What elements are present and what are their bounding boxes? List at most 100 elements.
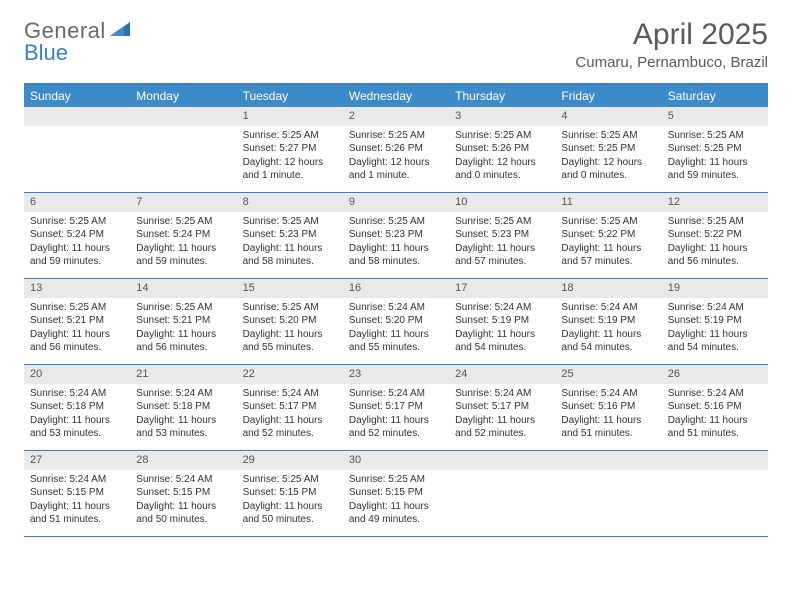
day-body: Sunrise: 5:25 AMSunset: 5:20 PMDaylight:… bbox=[237, 298, 343, 361]
title-month: April 2025 bbox=[575, 18, 768, 52]
day-body: Sunrise: 5:24 AMSunset: 5:17 PMDaylight:… bbox=[449, 384, 555, 447]
day-body: Sunrise: 5:25 AMSunset: 5:26 PMDaylight:… bbox=[449, 126, 555, 189]
day-cell: 25Sunrise: 5:24 AMSunset: 5:16 PMDayligh… bbox=[555, 365, 661, 450]
sunset-text: Sunset: 5:20 PM bbox=[243, 314, 337, 328]
logo-text-blue: Blue bbox=[24, 40, 68, 66]
day-number bbox=[24, 107, 130, 126]
daylight-text: Daylight: 11 hours and 54 minutes. bbox=[455, 328, 549, 355]
daylight-text: Daylight: 11 hours and 54 minutes. bbox=[561, 328, 655, 355]
day-cell: 30Sunrise: 5:25 AMSunset: 5:15 PMDayligh… bbox=[343, 451, 449, 536]
daylight-text: Daylight: 11 hours and 50 minutes. bbox=[136, 500, 230, 527]
day-header-friday: Friday bbox=[555, 85, 661, 107]
sunset-text: Sunset: 5:24 PM bbox=[30, 228, 124, 242]
sunrise-text: Sunrise: 5:24 AM bbox=[668, 301, 762, 315]
calendar: Sunday Monday Tuesday Wednesday Thursday… bbox=[24, 83, 768, 537]
day-cell bbox=[662, 451, 768, 536]
calendar-page: General April 2025 Cumaru, Pernambuco, B… bbox=[0, 0, 792, 555]
day-cell bbox=[449, 451, 555, 536]
day-cell: 10Sunrise: 5:25 AMSunset: 5:23 PMDayligh… bbox=[449, 193, 555, 278]
day-number: 14 bbox=[130, 279, 236, 298]
daylight-text: Daylight: 11 hours and 52 minutes. bbox=[349, 414, 443, 441]
sunset-text: Sunset: 5:25 PM bbox=[561, 142, 655, 156]
daylight-text: Daylight: 12 hours and 0 minutes. bbox=[455, 156, 549, 183]
day-cell: 12Sunrise: 5:25 AMSunset: 5:22 PMDayligh… bbox=[662, 193, 768, 278]
sunrise-text: Sunrise: 5:24 AM bbox=[349, 387, 443, 401]
day-body: Sunrise: 5:25 AMSunset: 5:15 PMDaylight:… bbox=[343, 470, 449, 533]
title-location: Cumaru, Pernambuco, Brazil bbox=[575, 54, 768, 71]
sunrise-text: Sunrise: 5:25 AM bbox=[455, 215, 549, 229]
day-cell: 6Sunrise: 5:25 AMSunset: 5:24 PMDaylight… bbox=[24, 193, 130, 278]
day-cell: 16Sunrise: 5:24 AMSunset: 5:20 PMDayligh… bbox=[343, 279, 449, 364]
day-number: 10 bbox=[449, 193, 555, 212]
sunset-text: Sunset: 5:23 PM bbox=[349, 228, 443, 242]
week-row: 6Sunrise: 5:25 AMSunset: 5:24 PMDaylight… bbox=[24, 193, 768, 279]
daylight-text: Daylight: 11 hours and 55 minutes. bbox=[243, 328, 337, 355]
sunset-text: Sunset: 5:17 PM bbox=[455, 400, 549, 414]
day-header-sunday: Sunday bbox=[24, 85, 130, 107]
daylight-text: Daylight: 12 hours and 0 minutes. bbox=[561, 156, 655, 183]
sunset-text: Sunset: 5:18 PM bbox=[136, 400, 230, 414]
daylight-text: Daylight: 11 hours and 51 minutes. bbox=[30, 500, 124, 527]
day-body bbox=[662, 470, 768, 479]
day-cell: 1Sunrise: 5:25 AMSunset: 5:27 PMDaylight… bbox=[237, 107, 343, 192]
daylight-text: Daylight: 11 hours and 54 minutes. bbox=[668, 328, 762, 355]
day-number: 5 bbox=[662, 107, 768, 126]
day-number: 9 bbox=[343, 193, 449, 212]
day-body: Sunrise: 5:24 AMSunset: 5:16 PMDaylight:… bbox=[555, 384, 661, 447]
day-body: Sunrise: 5:25 AMSunset: 5:23 PMDaylight:… bbox=[343, 212, 449, 275]
day-number: 18 bbox=[555, 279, 661, 298]
day-body: Sunrise: 5:24 AMSunset: 5:19 PMDaylight:… bbox=[449, 298, 555, 361]
day-body: Sunrise: 5:25 AMSunset: 5:21 PMDaylight:… bbox=[24, 298, 130, 361]
daylight-text: Daylight: 11 hours and 51 minutes. bbox=[561, 414, 655, 441]
day-body: Sunrise: 5:25 AMSunset: 5:24 PMDaylight:… bbox=[24, 212, 130, 275]
daylight-text: Daylight: 11 hours and 56 minutes. bbox=[668, 242, 762, 269]
sunrise-text: Sunrise: 5:25 AM bbox=[243, 473, 337, 487]
day-cell: 2Sunrise: 5:25 AMSunset: 5:26 PMDaylight… bbox=[343, 107, 449, 192]
sunrise-text: Sunrise: 5:25 AM bbox=[668, 215, 762, 229]
sunset-text: Sunset: 5:26 PM bbox=[349, 142, 443, 156]
day-number: 25 bbox=[555, 365, 661, 384]
daylight-text: Daylight: 11 hours and 52 minutes. bbox=[243, 414, 337, 441]
day-number: 7 bbox=[130, 193, 236, 212]
day-body: Sunrise: 5:24 AMSunset: 5:18 PMDaylight:… bbox=[24, 384, 130, 447]
day-number: 21 bbox=[130, 365, 236, 384]
sunset-text: Sunset: 5:15 PM bbox=[243, 486, 337, 500]
daylight-text: Daylight: 11 hours and 57 minutes. bbox=[561, 242, 655, 269]
day-number: 27 bbox=[24, 451, 130, 470]
day-body: Sunrise: 5:24 AMSunset: 5:17 PMDaylight:… bbox=[237, 384, 343, 447]
sunset-text: Sunset: 5:19 PM bbox=[455, 314, 549, 328]
sunset-text: Sunset: 5:23 PM bbox=[243, 228, 337, 242]
sunrise-text: Sunrise: 5:24 AM bbox=[136, 473, 230, 487]
sunrise-text: Sunrise: 5:25 AM bbox=[349, 215, 443, 229]
day-number: 8 bbox=[237, 193, 343, 212]
daylight-text: Daylight: 12 hours and 1 minute. bbox=[349, 156, 443, 183]
daylight-text: Daylight: 11 hours and 58 minutes. bbox=[243, 242, 337, 269]
day-number bbox=[449, 451, 555, 470]
day-cell bbox=[24, 107, 130, 192]
day-header-monday: Monday bbox=[130, 85, 236, 107]
day-cell: 11Sunrise: 5:25 AMSunset: 5:22 PMDayligh… bbox=[555, 193, 661, 278]
day-number: 28 bbox=[130, 451, 236, 470]
sunrise-text: Sunrise: 5:25 AM bbox=[243, 129, 337, 143]
day-cell: 26Sunrise: 5:24 AMSunset: 5:16 PMDayligh… bbox=[662, 365, 768, 450]
sunrise-text: Sunrise: 5:25 AM bbox=[136, 301, 230, 315]
day-body: Sunrise: 5:25 AMSunset: 5:15 PMDaylight:… bbox=[237, 470, 343, 533]
day-body: Sunrise: 5:24 AMSunset: 5:19 PMDaylight:… bbox=[662, 298, 768, 361]
daylight-text: Daylight: 11 hours and 59 minutes. bbox=[30, 242, 124, 269]
daylight-text: Daylight: 11 hours and 53 minutes. bbox=[136, 414, 230, 441]
week-row: 1Sunrise: 5:25 AMSunset: 5:27 PMDaylight… bbox=[24, 107, 768, 193]
day-cell: 14Sunrise: 5:25 AMSunset: 5:21 PMDayligh… bbox=[130, 279, 236, 364]
day-cell: 9Sunrise: 5:25 AMSunset: 5:23 PMDaylight… bbox=[343, 193, 449, 278]
day-body: Sunrise: 5:24 AMSunset: 5:16 PMDaylight:… bbox=[662, 384, 768, 447]
sunset-text: Sunset: 5:15 PM bbox=[136, 486, 230, 500]
day-header-thursday: Thursday bbox=[449, 85, 555, 107]
day-number bbox=[662, 451, 768, 470]
day-cell: 20Sunrise: 5:24 AMSunset: 5:18 PMDayligh… bbox=[24, 365, 130, 450]
day-number: 20 bbox=[24, 365, 130, 384]
sunrise-text: Sunrise: 5:24 AM bbox=[455, 301, 549, 315]
sunrise-text: Sunrise: 5:24 AM bbox=[668, 387, 762, 401]
sunset-text: Sunset: 5:25 PM bbox=[668, 142, 762, 156]
day-number: 12 bbox=[662, 193, 768, 212]
daylight-text: Daylight: 11 hours and 56 minutes. bbox=[136, 328, 230, 355]
title-block: April 2025 Cumaru, Pernambuco, Brazil bbox=[575, 18, 768, 71]
